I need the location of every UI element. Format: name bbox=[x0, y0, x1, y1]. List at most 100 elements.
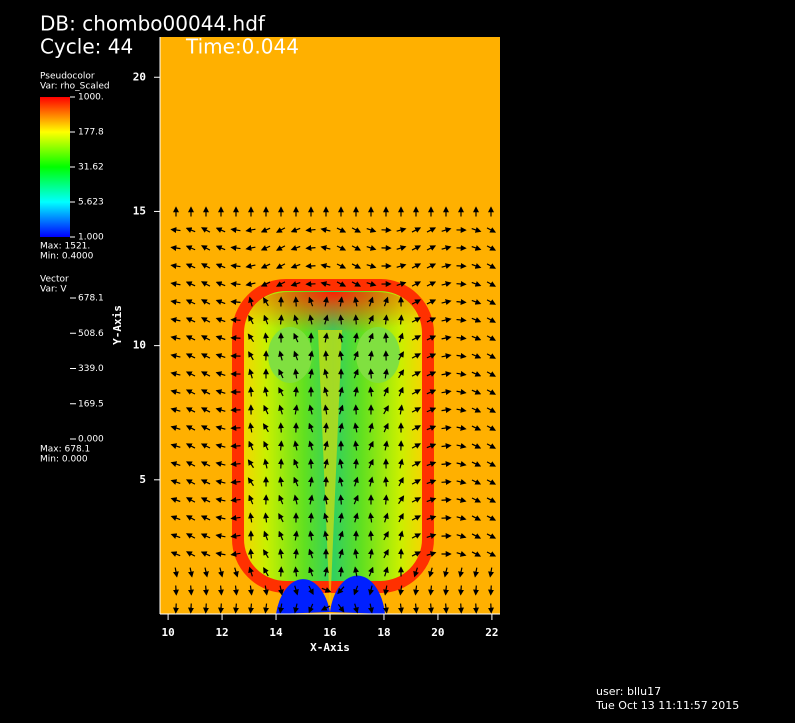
velocity-arrow bbox=[471, 497, 482, 503]
velocity-arrow bbox=[248, 494, 254, 505]
x-tick-label: 22 bbox=[485, 626, 498, 639]
velocity-arrow bbox=[293, 585, 299, 596]
velocity-arrow bbox=[353, 512, 359, 523]
velocity-arrow bbox=[353, 422, 360, 433]
velocity-arrow bbox=[308, 422, 314, 433]
velocity-arrow bbox=[172, 567, 179, 578]
velocity-arrow bbox=[382, 494, 389, 505]
velocity-arrow bbox=[290, 227, 301, 233]
velocity-arrow bbox=[458, 567, 464, 578]
velocity-arrow bbox=[426, 335, 437, 341]
velocity-arrow bbox=[366, 263, 377, 269]
velocity-arrow bbox=[200, 353, 211, 359]
velocity-arrow bbox=[170, 461, 181, 467]
velocity-arrow bbox=[368, 314, 374, 325]
velocity-arrow bbox=[411, 335, 422, 341]
velocity-arrow bbox=[443, 567, 449, 578]
velocity-arrow bbox=[368, 440, 374, 451]
velocity-arrow bbox=[248, 440, 254, 451]
velocity-arrow bbox=[248, 422, 255, 433]
velocity-arrow bbox=[230, 245, 241, 252]
velocity-arrow bbox=[368, 386, 375, 397]
velocity-arrow bbox=[292, 386, 299, 397]
velocity-arrow bbox=[471, 335, 482, 341]
velocity-arrow bbox=[305, 262, 316, 269]
velocity-arrow bbox=[185, 407, 196, 413]
y-tick-label: 20 bbox=[133, 70, 146, 83]
velocity-arrow bbox=[456, 497, 467, 503]
velocity-arrow bbox=[456, 280, 467, 287]
velocity-arrow bbox=[215, 335, 226, 341]
velocity-arrow bbox=[185, 551, 196, 557]
velocity-arrow bbox=[486, 407, 497, 413]
velocity-arrow bbox=[247, 477, 254, 487]
velocity-arrow bbox=[230, 496, 241, 503]
velocity-arrow bbox=[293, 494, 299, 505]
velocity-arrow bbox=[473, 585, 480, 596]
velocity-arrow bbox=[441, 371, 452, 378]
legend-label: 5.623 bbox=[78, 198, 104, 208]
velocity-arrow bbox=[185, 227, 196, 233]
velocity-arrow bbox=[230, 227, 241, 234]
velocity-arrow bbox=[471, 425, 482, 431]
velocity-arrow bbox=[426, 389, 437, 395]
velocity-arrow bbox=[337, 604, 345, 613]
velocity-arrow bbox=[383, 386, 389, 397]
velocity-arrow bbox=[411, 371, 422, 377]
legend-min: Min: 0.4000 bbox=[40, 252, 94, 262]
velocity-arrow bbox=[278, 368, 284, 379]
velocity-arrow bbox=[426, 299, 437, 305]
y-tick-label: 15 bbox=[133, 204, 146, 217]
velocity-arrow bbox=[366, 281, 377, 287]
velocity-arrow bbox=[278, 386, 284, 397]
velocity-arrow bbox=[200, 317, 211, 323]
velocity-arrow bbox=[338, 386, 344, 397]
velocity-arrow bbox=[367, 603, 374, 614]
velocity-arrow bbox=[426, 515, 437, 521]
velocity-arrow bbox=[247, 333, 255, 343]
velocity-arrow bbox=[426, 317, 437, 323]
velocity-arrow bbox=[170, 245, 181, 252]
velocity-arrow bbox=[215, 497, 226, 503]
velocity-arrow bbox=[383, 405, 389, 415]
velocity-arrow bbox=[322, 332, 329, 343]
velocity-arrow bbox=[396, 263, 407, 269]
velocity-arrow bbox=[338, 350, 345, 361]
velocity-arrow bbox=[218, 603, 225, 614]
velocity-arrow bbox=[456, 370, 467, 377]
velocity-arrow bbox=[398, 332, 404, 343]
velocity-arrow bbox=[245, 281, 256, 287]
velocity-arrow bbox=[215, 533, 226, 540]
velocity-arrow bbox=[486, 227, 497, 233]
velocity-arrow bbox=[248, 296, 254, 307]
velocity-arrow bbox=[413, 567, 419, 578]
velocity-arrow bbox=[263, 332, 270, 343]
velocity-arrow bbox=[185, 461, 196, 467]
velocity-arrow bbox=[411, 533, 422, 539]
legend-max: Max: 1521. bbox=[40, 242, 90, 252]
velocity-arrow bbox=[441, 227, 452, 233]
velocity-arrow bbox=[368, 422, 374, 433]
colorbar bbox=[40, 97, 70, 237]
velocity-arrow bbox=[368, 530, 375, 541]
velocity-arrow bbox=[308, 350, 314, 361]
velocity-arrow bbox=[486, 317, 497, 323]
x-tick-label: 10 bbox=[161, 626, 174, 639]
velocity-arrow bbox=[248, 566, 254, 577]
legend-label: 0.000 bbox=[78, 435, 104, 445]
velocity-arrow bbox=[368, 368, 375, 379]
velocity-arrow bbox=[488, 585, 495, 596]
velocity-arrow bbox=[185, 317, 196, 323]
velocity-arrow bbox=[320, 281, 331, 287]
velocity-arrow bbox=[245, 244, 256, 251]
velocity-arrow bbox=[278, 585, 284, 596]
velocity-arrow bbox=[293, 332, 299, 343]
velocity-arrow bbox=[308, 566, 314, 577]
velocity-arrow bbox=[260, 281, 271, 287]
velocity-arrow bbox=[457, 603, 464, 614]
velocity-arrow bbox=[278, 603, 285, 614]
velocity-arrow bbox=[185, 479, 196, 485]
velocity-arrow bbox=[398, 369, 405, 379]
velocity-arrow bbox=[486, 281, 497, 287]
